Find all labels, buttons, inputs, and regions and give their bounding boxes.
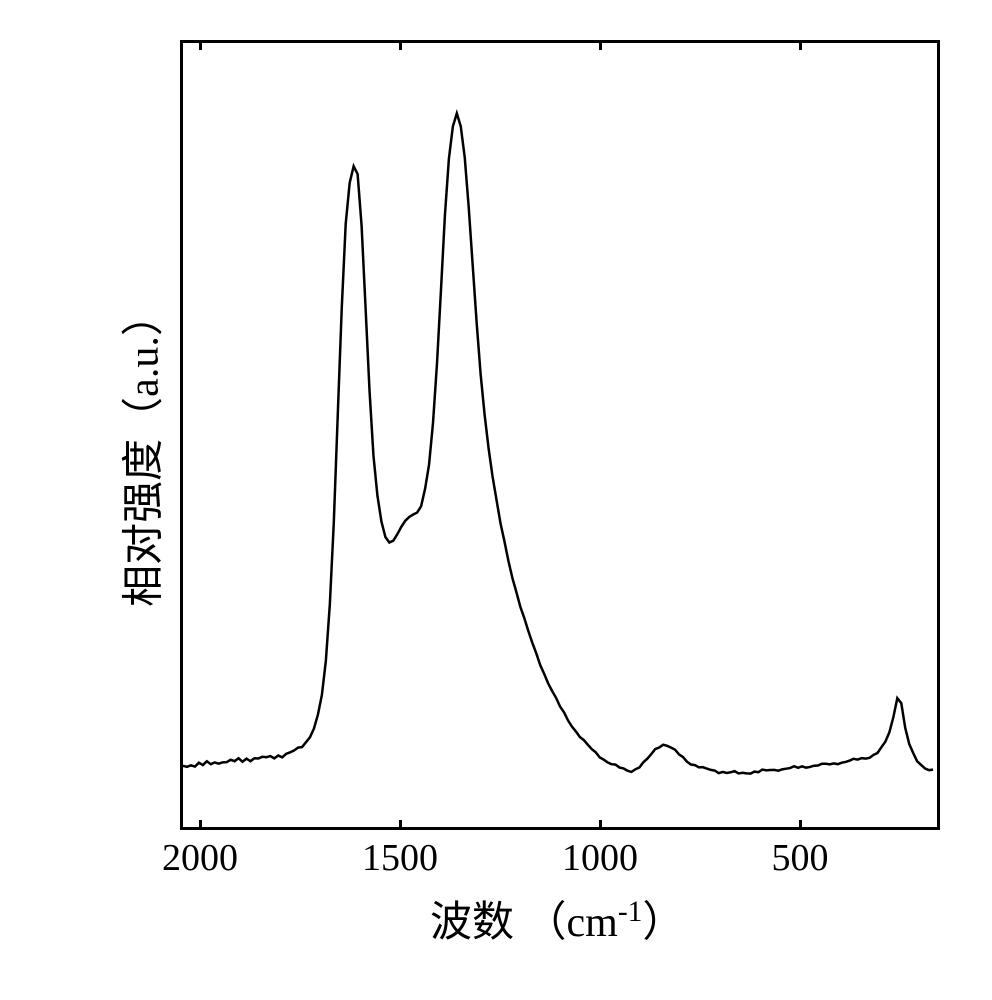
x-tick-mark — [399, 820, 402, 830]
plot-frame — [180, 40, 940, 830]
x-axis-unit-sup: -1 — [618, 896, 642, 928]
x-tick-mark-top — [399, 40, 402, 50]
x-tick-mark — [799, 820, 802, 830]
x-tick-label: 1000 — [562, 836, 638, 880]
y-axis-label-text: 相对强度 — [122, 439, 168, 607]
x-axis-label-text: 波数 — [430, 900, 514, 946]
x-tick-label: 500 — [772, 836, 829, 880]
spectrum-chart: 200015001000500 波数 （cm-1） 相对强度（a.u.） — [100, 40, 952, 940]
x-tick-label: 2000 — [162, 836, 238, 880]
x-axis-unit-base: cm — [567, 900, 618, 946]
x-tick-mark-top — [199, 40, 202, 50]
x-axis-unit-open: （ — [525, 900, 567, 946]
y-axis-unit-text: a.u. — [122, 336, 168, 397]
x-tick-mark — [599, 820, 602, 830]
y-axis-title: 相对强度（a.u.） — [110, 291, 171, 611]
x-tick-label: 1500 — [362, 836, 438, 880]
x-tick-mark — [199, 820, 202, 830]
y-axis-unit-close: ） — [122, 294, 168, 336]
x-axis-title: 波数 （cm-1） — [430, 888, 684, 949]
y-axis-unit-open: （ — [122, 397, 168, 439]
spectrum-line-svg — [183, 43, 937, 827]
x-tick-mark-top — [599, 40, 602, 50]
x-axis-unit-close: ） — [642, 900, 684, 946]
x-tick-mark-top — [799, 40, 802, 50]
